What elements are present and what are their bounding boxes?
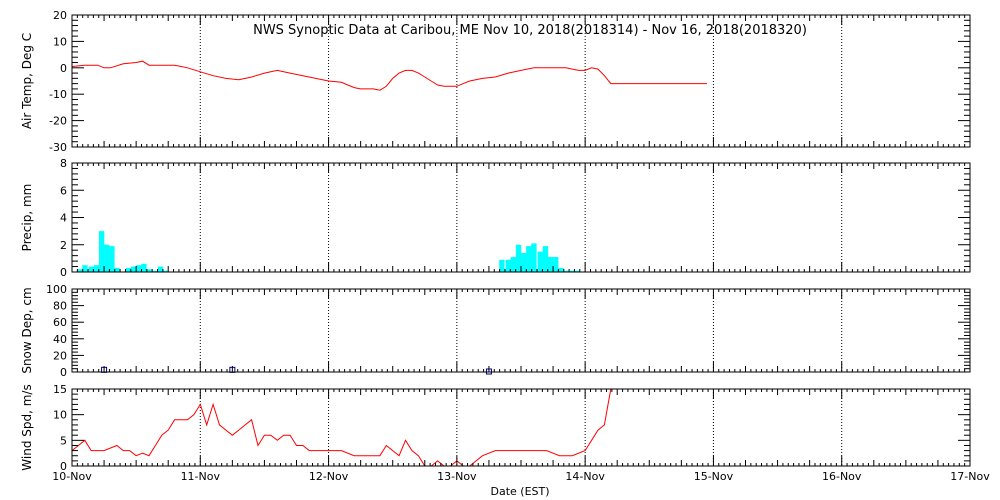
precip-bar (563, 270, 569, 272)
series-line (71, 388, 612, 467)
precip-bar (499, 259, 505, 272)
x-tick-label: 17-Nov (950, 470, 990, 483)
precip-bar (136, 265, 142, 272)
precip-bar (569, 270, 576, 272)
y-tick-label: 0 (60, 366, 67, 379)
panel-3: 0 20 40 60 80 100 Snow Dep, cm (20, 283, 971, 379)
x-tick-label: 15-Nov (694, 470, 734, 483)
y-tick-label: 80 (53, 300, 67, 313)
precip-bar (526, 246, 532, 272)
panel-2: 0 2 4 6 8 Precip, mm (20, 157, 971, 279)
y-tick-label: 4 (60, 212, 67, 225)
precip-bar (505, 259, 511, 272)
precip-bar (574, 270, 581, 272)
panel-4: 0 5 10 15 Wind Spd, m/s (20, 383, 971, 473)
y-tick-label: 40 (53, 333, 67, 346)
x-tick-label: 13-Nov (437, 470, 477, 483)
y-tick-label: 100 (46, 283, 67, 296)
precip-bar (88, 266, 95, 272)
y-tick-label: -20 (49, 115, 67, 128)
y-tick-label: 5 (60, 434, 67, 447)
y-tick-label: 0 (60, 460, 67, 473)
precip-bar (531, 243, 537, 272)
y-tick-label: 15 (53, 383, 67, 396)
y-tick-label: 2 (60, 239, 67, 252)
panel-frame (71, 388, 971, 467)
x-tick-label: 12-Nov (309, 470, 349, 483)
y-tick-label: 0 (60, 62, 67, 75)
precip-bar (537, 251, 544, 272)
x-axis-label: Date (EST) (490, 485, 549, 498)
chart-title: NWS Synoptic Data at Caribou, ME Nov 10,… (253, 23, 807, 38)
x-tick-label: 14-Nov (565, 470, 605, 483)
y-axis-label: Precip, mm (20, 184, 34, 252)
precip-bar (547, 257, 554, 272)
y-tick-label: 0 (60, 266, 67, 279)
precip-bar (515, 244, 522, 272)
precip-bar (114, 267, 120, 272)
precip-bar (157, 266, 164, 272)
panel-1: -30 -20 -10 0 10 20 Air Temp, Deg C (20, 9, 971, 154)
precip-bar (104, 244, 110, 272)
y-tick-label: 10 (53, 409, 67, 422)
precip-bar (152, 270, 159, 272)
y-tick-label: -10 (49, 88, 67, 101)
y-tick-label: 20 (53, 9, 67, 22)
y-tick-label: 60 (53, 316, 67, 329)
precip-bar (510, 257, 517, 272)
precip-bar (141, 263, 147, 272)
precip-bar (558, 267, 564, 272)
y-axis-label: Snow Dep, cm (20, 287, 34, 373)
y-tick-label: -30 (49, 141, 67, 154)
precip-bar (131, 266, 137, 272)
precip-bar (125, 267, 132, 272)
x-tick-label: 16-Nov (822, 470, 862, 483)
precip-bar (82, 265, 88, 272)
y-axis-label: Wind Spd, m/s (20, 384, 34, 470)
x-tick-label: 10-Nov (52, 470, 92, 483)
y-axis-label: Air Temp, Deg C (20, 33, 34, 129)
precip-bar (77, 269, 83, 272)
y-tick-label: 6 (60, 184, 67, 197)
y-tick-label: 10 (53, 35, 67, 48)
y-tick-label: 8 (60, 157, 67, 170)
precip-bar (93, 265, 100, 272)
panel-frame (71, 288, 971, 373)
precip-bar (521, 252, 527, 272)
precip-bar (542, 246, 549, 272)
precip-bar (553, 257, 559, 272)
precip-bar (146, 269, 152, 272)
x-tick-label: 11-Nov (181, 470, 221, 483)
series-line (71, 60, 707, 91)
precip-bar (163, 270, 169, 272)
y-tick-label: 20 (53, 349, 67, 362)
precip-bar (109, 246, 115, 272)
precip-bar (98, 231, 105, 272)
